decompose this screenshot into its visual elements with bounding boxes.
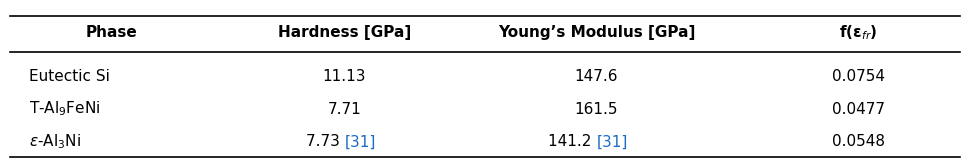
Text: $\varepsilon$-Al$_3$Ni: $\varepsilon$-Al$_3$Ni: [29, 133, 81, 151]
Text: 7.71: 7.71: [328, 102, 360, 117]
Text: Young’s Modulus [GPa]: Young’s Modulus [GPa]: [497, 25, 695, 40]
Text: 0.0754: 0.0754: [831, 69, 884, 84]
Text: 0.0548: 0.0548: [831, 134, 884, 149]
Text: 0.0477: 0.0477: [831, 102, 884, 117]
Text: 7.73: 7.73: [305, 134, 344, 149]
Text: T-Al$_9$FeNi: T-Al$_9$FeNi: [29, 100, 100, 118]
Text: 11.13: 11.13: [323, 69, 365, 84]
Text: 161.5: 161.5: [575, 102, 617, 117]
Text: Phase: Phase: [85, 25, 138, 40]
Text: $\mathbf{f(}$$\mathbf{\varepsilon}_{\mathbf{\mathit{fr}}}$$\mathbf{)}$: $\mathbf{f(}$$\mathbf{\varepsilon}_{\mat…: [838, 23, 877, 42]
Text: [31]: [31]: [344, 134, 375, 149]
Text: [31]: [31]: [596, 134, 627, 149]
Text: 141.2: 141.2: [547, 134, 596, 149]
Text: Eutectic Si: Eutectic Si: [29, 69, 109, 84]
Text: 147.6: 147.6: [575, 69, 617, 84]
Text: Hardness [GPa]: Hardness [GPa]: [277, 25, 411, 40]
